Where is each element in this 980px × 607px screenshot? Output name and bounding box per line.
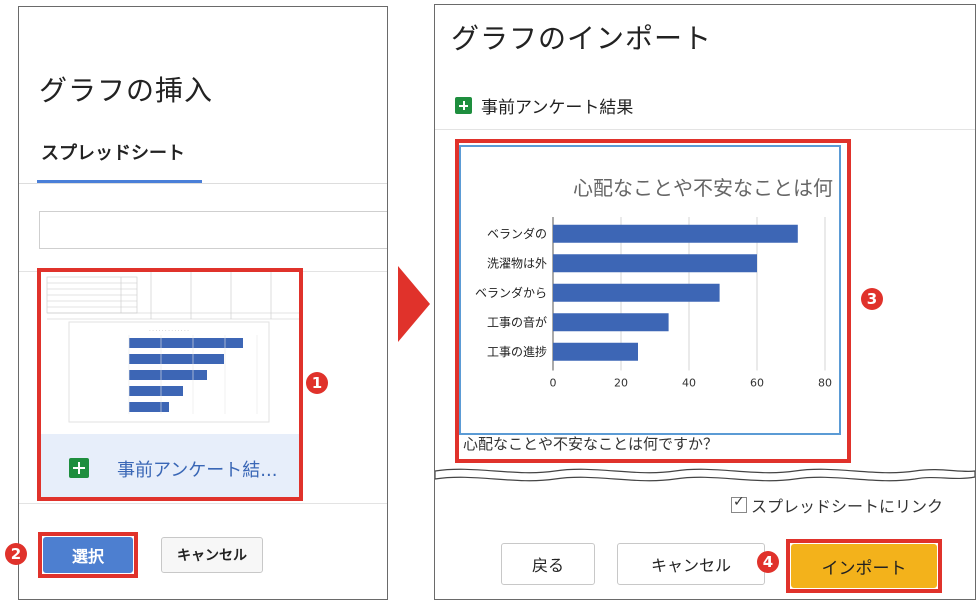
bar bbox=[553, 254, 757, 273]
cancel-button[interactable]: キャンセル bbox=[161, 537, 263, 573]
tab-underline bbox=[37, 180, 202, 183]
x-tick-label: 80 bbox=[818, 377, 832, 390]
import-chart-dialog: グラフのインポート 事前アンケート結果 心配なことや不安なことは何 0 20 40 6… bbox=[434, 4, 976, 600]
insert-chart-dialog: グラフの挿入 スプレッドシート · · · · · · · · · · · · … bbox=[18, 6, 388, 600]
step-badge-2: 2 bbox=[5, 543, 27, 565]
category-label: 洗濯物は外 bbox=[487, 256, 547, 270]
category-label: 工事の進捗 bbox=[487, 345, 547, 359]
chart-title: 心配なことや不安なことは何 bbox=[573, 176, 833, 200]
thumbnail-image: · · · · · · · · · · · · · bbox=[46, 272, 299, 423]
tab-divider bbox=[19, 183, 387, 184]
spreadsheet-name: 事前アンケート結果 bbox=[481, 98, 634, 118]
back-button[interactable]: 戻る bbox=[501, 543, 595, 585]
x-tick-label: 20 bbox=[614, 377, 628, 390]
highlight-step-3 bbox=[455, 139, 851, 463]
import-button[interactable]: インポート bbox=[791, 544, 937, 588]
highlight-step-4 bbox=[786, 539, 942, 593]
dialog-title: グラフの挿入 bbox=[39, 74, 214, 107]
dialog-title: グラフのインポート bbox=[451, 22, 713, 55]
category-label: ベランダから bbox=[475, 285, 547, 300]
x-tick-label: 60 bbox=[750, 377, 764, 390]
header-divider bbox=[435, 129, 975, 130]
sheets-icon bbox=[455, 97, 472, 114]
step-badge-1: 1 bbox=[306, 372, 328, 394]
search-input[interactable] bbox=[39, 211, 387, 249]
link-checkbox-label: スプレッドシートにリンク bbox=[751, 497, 944, 516]
tab-spreadsheet[interactable]: スプレッドシート bbox=[41, 143, 185, 164]
x-tick-label: 40 bbox=[682, 377, 696, 390]
bar bbox=[553, 224, 798, 243]
chart-thumbnail: · · · · · · · · · · · · · bbox=[41, 272, 299, 432]
chart-preview[interactable]: 心配なことや不安なことは何 0 20 40 60 80 ベランダの洗濯物は外ベランダから工… bbox=[459, 145, 841, 435]
file-name: 事前アンケート結... bbox=[117, 460, 278, 481]
chart-caption: 心配なことや不安なことは何ですか？ bbox=[463, 435, 719, 453]
cancel-button[interactable]: キャンセル bbox=[617, 543, 765, 585]
chart-file-card[interactable]: · · · · · · · · · · · · · 事前アンケート結... bbox=[41, 272, 299, 497]
bar-chart: 心配なことや不安なことは何 0 20 40 60 80 ベランダの洗濯物は外ベランダから工… bbox=[475, 176, 833, 390]
svg-text:· · · · · · · · · · · · ·: · · · · · · · · · · · · · bbox=[149, 328, 189, 334]
category-label: ベランダの bbox=[487, 226, 547, 241]
checkbox-icon[interactable]: ✓ bbox=[731, 494, 747, 513]
highlight-step-1 bbox=[37, 268, 303, 501]
step-badge-3: 3 bbox=[861, 288, 883, 310]
bar bbox=[553, 313, 669, 332]
bar bbox=[553, 283, 720, 302]
bar bbox=[553, 342, 638, 361]
link-checkbox-row[interactable]: ✓ スプレッドシートにリンク bbox=[731, 493, 943, 517]
file-name-bar[interactable]: 事前アンケート結... bbox=[41, 434, 299, 497]
x-tick-label: 0 bbox=[550, 377, 557, 390]
arrow-right-icon bbox=[398, 266, 430, 342]
step-badge-4: 4 bbox=[757, 551, 779, 573]
category-label: 工事の音が bbox=[487, 314, 547, 329]
select-button[interactable]: 選択 bbox=[43, 537, 133, 573]
footer-divider bbox=[19, 503, 387, 504]
sheets-icon bbox=[69, 458, 89, 478]
highlight-step-2 bbox=[38, 532, 138, 578]
torn-edge bbox=[435, 468, 975, 482]
